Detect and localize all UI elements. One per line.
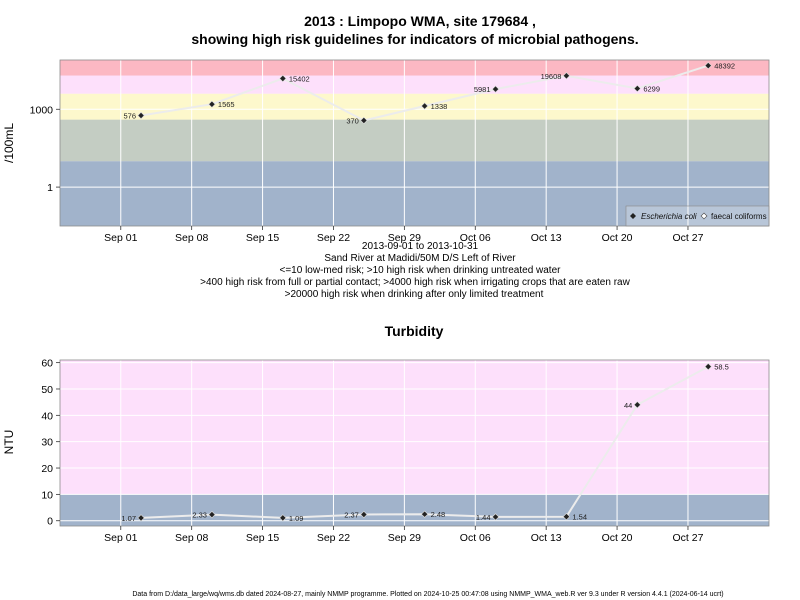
chart2-x-tick-label: Sep 29 (388, 532, 421, 544)
chart2-data-label: 58.5 (714, 363, 729, 372)
chart1-x-tick-label: Oct 13 (531, 232, 562, 244)
chart1-risk-band (60, 161, 769, 226)
chart1-data-point (279, 74, 287, 83)
chart1-x-tick-label: Sep 01 (104, 232, 137, 244)
chart2-data-label: 1.44 (476, 513, 491, 522)
legend-label-ecoli: Escherichia coli (641, 212, 697, 221)
chart1-data-point (704, 61, 712, 70)
chart2-title: Turbidity (385, 323, 444, 339)
chart1-risk-band (60, 119, 769, 162)
chart1-data-label: 576 (124, 111, 137, 120)
chart2-data-label: 1.07 (121, 514, 136, 523)
chart2-data-point (279, 514, 287, 522)
chart1-x-tick-label: Sep 22 (317, 232, 350, 244)
chart1-frame (59, 59, 770, 227)
chart1-caption-guideline-1: <=10 low-med risk; >10 high risk when dr… (280, 265, 562, 276)
chart1-ylabel: /100mL (2, 123, 16, 163)
chart1-data-label: 19608 (541, 72, 562, 81)
chart1-data-label: 15402 (289, 74, 310, 83)
chart2-x-tick-label: Sep 15 (246, 532, 279, 544)
chart2-data-point (562, 513, 571, 521)
legend-label-faecal: faecal coliforms (711, 212, 767, 221)
legend-marker-ecoli (630, 213, 636, 219)
chart2-ylabel: NTU (2, 430, 16, 455)
chart2-x-tick-label: Oct 27 (673, 532, 704, 544)
chart2-y-tick-label: 0 (47, 516, 53, 528)
chart2-data-label: 2.37 (344, 510, 359, 519)
chart2-frame (59, 359, 770, 527)
chart1-legend: Escherichia coli faecal coliforms (625, 205, 770, 227)
chart1-caption-date-range: 2013-09-01 to 2013-10-31 (362, 241, 479, 252)
chart1-x-tick-label: Sep 29 (388, 232, 421, 244)
chart1-caption-guideline-3: >20000 high risk when drinking after onl… (285, 289, 544, 300)
chart2-y-tick-label: 50 (41, 384, 53, 396)
chart1-data-label: 1565 (218, 100, 235, 109)
chart1-data-label: 370 (346, 116, 359, 125)
chart2-x-tick-label: Sep 22 (317, 532, 350, 544)
chart1-data-point (421, 102, 429, 110)
chart2-y-tick-label: 40 (41, 410, 53, 422)
chart1-risk-band (60, 75, 769, 94)
chart2-x-tick-label: Oct 06 (460, 532, 491, 544)
chart1-data-label: 1338 (431, 102, 448, 111)
chart1-y-tick-label: 1000 (30, 104, 54, 116)
chart1-data-label: 5981 (474, 85, 491, 94)
chart1-x-tick-label: Oct 06 (460, 232, 491, 244)
chart2-data-label: 1.54 (572, 513, 587, 522)
chart1-data-label: 6299 (643, 85, 660, 94)
chart2-y-tick-label: 20 (41, 463, 53, 475)
chart1-data-point (208, 100, 216, 108)
chart1-title-line1: 2013 : Limpopo WMA, site 179684 , (304, 13, 536, 29)
chart2-data-point (491, 513, 500, 521)
chart1-data-point (137, 111, 145, 120)
chart1-data-point (633, 84, 641, 93)
legend-marker-faecal (700, 212, 708, 220)
chart2-data-point (360, 510, 368, 519)
chart2-data-label: 2.33 (192, 511, 207, 520)
chart1-x-tick-label: Sep 15 (246, 232, 279, 244)
chart1-y-tick-label: 1 (47, 182, 53, 194)
chart1-data-point (360, 116, 368, 125)
chart2-data-point (137, 514, 145, 522)
chart2-data-label: 44 (624, 401, 632, 410)
chart1-title-line2: showing high risk guidelines for indicat… (191, 31, 638, 47)
chart1-x-tick-label: Sep 08 (175, 232, 208, 244)
chart2-x-tick-label: Oct 13 (531, 532, 562, 544)
chart1-data-point (491, 85, 500, 93)
chart2-x-tick-label: Sep 08 (175, 532, 208, 544)
chart2-data-point (208, 510, 216, 519)
chart2-y-tick-label: 60 (41, 358, 53, 370)
chart2-panel: Sep 01 Sep 08 Sep 15 Sep 22 Sep 29 Oct 06 Oct … (41, 358, 770, 544)
chart1-panel: Sep 01 Sep 08 Sep 15 Sep 22 Sep 29 Oct 06 Oct … (30, 59, 770, 244)
chart1-caption-site: Sand River at Madidi/50M D/S Left of Riv… (324, 253, 516, 264)
chart1-data-label: 48392 (714, 62, 735, 71)
chart2-x-tick-label: Sep 01 (104, 532, 137, 544)
chart2-data-point (704, 362, 712, 371)
chart2-y-tick-label: 10 (41, 489, 53, 501)
chart2-risk-band (60, 360, 769, 495)
chart2-data-label: 2.48 (431, 510, 446, 519)
chart1-x-tick-label: Oct 20 (602, 232, 633, 244)
chart1-risk-band (60, 93, 769, 120)
chart2-data-point (633, 401, 641, 409)
chart2-data-point (421, 510, 429, 518)
chart2-risk-band (60, 494, 769, 526)
chart2-data-label: 1.09 (289, 514, 304, 523)
footer-note: Data from D:/data_large/wq/wms.db dated … (132, 591, 723, 598)
chart1-caption-guideline-2: >400 high risk from full or partial cont… (200, 277, 630, 288)
legend-box (625, 205, 770, 227)
chart1-data-point (562, 72, 571, 80)
chart1-x-tick-label: Oct 27 (673, 232, 704, 244)
chart2-x-tick-label: Oct 20 (602, 532, 633, 544)
chart1-risk-band (60, 60, 769, 76)
chart2-y-tick-label: 30 (41, 437, 53, 449)
